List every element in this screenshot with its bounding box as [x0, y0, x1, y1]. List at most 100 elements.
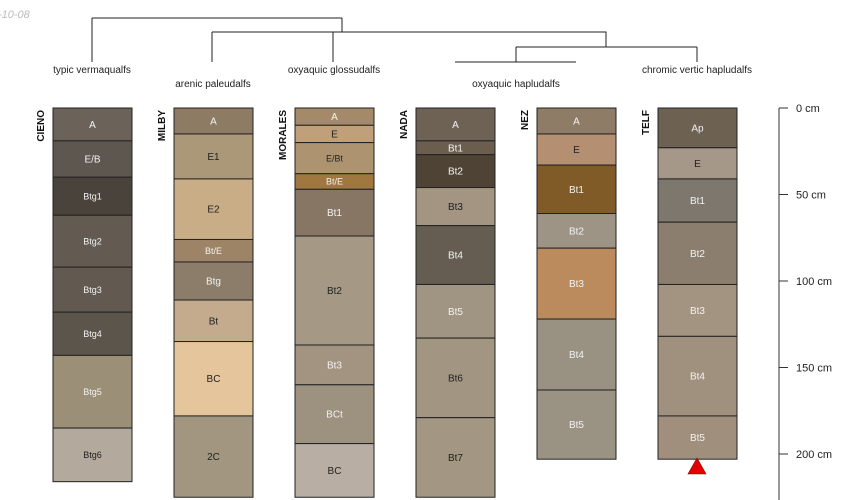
depth-tick-label: 50 cm [796, 190, 826, 202]
profile-nez: A E Bt1 Bt2 Bt3 Bt4 Bt5 NEZ [520, 107, 617, 460]
horizon-label: Bt1 [327, 208, 342, 219]
horizon-label: Bt3 [569, 279, 584, 290]
horizon-block [657, 178, 738, 223]
horizon-block [657, 147, 738, 180]
horizon-label: Bt5 [448, 307, 463, 318]
horizon-label: A [452, 120, 459, 131]
horizon-label: Bt7 [448, 453, 463, 464]
horizon-block [173, 341, 254, 417]
horizon-label: Bt [209, 316, 219, 327]
horizon-label: E1 [207, 152, 220, 163]
horizon-block [52, 311, 133, 356]
horizon-label: Ap [691, 123, 704, 134]
horizon-block [173, 415, 254, 498]
horizon-label: E [573, 145, 580, 156]
horizon-label: Bt4 [448, 251, 463, 262]
horizon-label: Bt2 [448, 167, 463, 178]
horizon-label: E/B [84, 155, 100, 166]
horizon-label: Bt2 [569, 226, 584, 237]
profile-name: NADA [399, 110, 410, 139]
horizon-block [415, 187, 496, 227]
taxon-label: oxyaquic glossudalfs [288, 65, 380, 76]
dendrogram-link-3 [470, 31, 607, 47]
horizon-label: Bt2 [690, 249, 705, 260]
depth-tick-label: 150 cm [796, 363, 832, 375]
horizon-label: A [331, 112, 338, 123]
horizon-block [657, 415, 738, 460]
horizon-label: A [573, 116, 580, 127]
profile-name: CIENO [36, 110, 47, 142]
horizon-block [173, 261, 254, 301]
horizon-label: Btg3 [83, 285, 102, 295]
horizon-block [294, 443, 375, 498]
horizon-label: Btg [206, 277, 221, 288]
depth-axis: 0 cm 50 cm 100 cm 150 cm 200 cm [778, 103, 832, 500]
horizon-label: Btg4 [83, 329, 102, 339]
horizon-label: Bt/E [205, 246, 222, 256]
horizon-block [52, 427, 133, 483]
horizon-block [536, 389, 617, 460]
horizon-block [415, 154, 496, 189]
horizon-label: Bt1 [448, 143, 463, 154]
dendrogram-link-1 [211, 31, 470, 62]
horizon-block [415, 107, 496, 142]
date-fragment: -10-08 [0, 9, 31, 21]
horizon-label: Bt3 [690, 306, 705, 317]
horizon-block [536, 318, 617, 391]
horizon-block [52, 140, 133, 178]
horizon-label: BC [328, 466, 342, 477]
profile-telf: Ap E Bt1 Bt2 Bt3 Bt4 Bt5 TELF [641, 107, 738, 460]
horizon-label: Bt3 [327, 360, 342, 371]
profile-cieno: A E/B Btg1 Btg2 Btg3 Btg4 Btg5 Btg6 CIENO [36, 107, 133, 483]
horizon-label: Btg1 [83, 191, 102, 201]
profile-name: NEZ [520, 110, 531, 130]
horizon-block [52, 266, 133, 313]
horizon-label: E [694, 159, 701, 170]
bottom-marker-triangle [687, 457, 707, 475]
horizon-label: BC [207, 374, 221, 385]
horizon-label: Bt1 [690, 196, 705, 207]
profile-name: TELF [641, 110, 652, 135]
horizon-label: Bt/E [326, 177, 343, 187]
horizon-block [52, 214, 133, 268]
horizon-label: Btg6 [83, 450, 102, 460]
dendrogram [91, 17, 698, 63]
depth-tick-label: 100 cm [796, 276, 832, 288]
horizon-label: A [210, 116, 217, 127]
profile-name: MILBY [157, 110, 168, 141]
horizon-block [415, 283, 496, 339]
horizon-block [657, 335, 738, 417]
taxon-labels: typic vermaqualfs arenic paleudalfs oxya… [53, 65, 752, 90]
horizon-block [536, 133, 617, 166]
profile-milby: A E1 E2 Bt/E Btg Bt BC 2C MILBY [157, 107, 254, 498]
horizon-block [52, 354, 133, 429]
horizon-block [294, 344, 375, 386]
horizon-block [415, 417, 496, 498]
horizon-label: Bt1 [569, 185, 584, 196]
taxon-label: arenic paleudalfs [175, 79, 251, 90]
horizon-label: Bt3 [448, 202, 463, 213]
dendrogram-root-link [91, 17, 343, 62]
horizon-block [294, 384, 375, 445]
depth-tick-label: 200 cm [796, 449, 832, 461]
horizon-block [52, 107, 133, 142]
horizon-block [657, 107, 738, 149]
horizon-block [536, 213, 617, 249]
horizon-block [415, 225, 496, 285]
profile-morales: AE E/Bt Bt/E Bt1 Bt2 Bt3 BCt BC MORALES [278, 107, 375, 498]
horizon-label: Btg2 [83, 236, 102, 246]
taxon-label: oxyaquic hapludalfs [472, 79, 560, 90]
horizon-block [536, 247, 617, 320]
horizon-label: Bt6 [448, 373, 463, 384]
horizon-label: 2C [207, 452, 220, 463]
horizon-label: A [89, 120, 96, 131]
horizon-label: E/Bt [326, 153, 344, 163]
horizon-label: Btg5 [83, 387, 102, 397]
profile-name: MORALES [278, 110, 289, 160]
taxon-label: typic vermaqualfs [53, 65, 131, 76]
depth-tick-label: 0 cm [796, 103, 820, 115]
horizon-block [536, 164, 617, 215]
horizon-label: Bt4 [569, 350, 584, 361]
horizon-block [294, 142, 375, 175]
